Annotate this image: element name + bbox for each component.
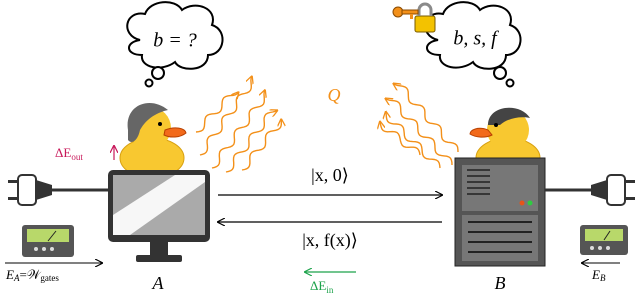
energy-out: ΔEout [55,145,83,162]
energy-alice: EA=𝒲gates [5,267,59,283]
energy-subscript: out [71,152,83,162]
heat-wave [196,92,238,132]
energy-subscript: in [326,285,334,295]
energy-subscript: B [600,273,606,283]
server [455,158,545,266]
diagram: b = ? b, s, f Q [0,0,643,301]
energy-symbol: E [591,267,600,282]
thought-text: b = ? [153,30,197,52]
equals: = [19,267,26,282]
heat-wave [226,110,277,172]
plug-bob [545,175,635,205]
heat-label: Q [328,85,341,105]
key-lock-icon [393,4,435,32]
duck-alice [120,103,186,178]
plug-alice [8,175,108,205]
energy-bob: EB [591,267,606,283]
party-label: B [495,273,506,293]
energy-symbol: ΔE [310,278,326,293]
thought-text: b, s, f [453,28,499,50]
energy-subscript: gates [40,273,59,283]
energy-in: ΔEin [310,278,334,295]
heat-wave [242,119,281,170]
energy-symbol: E [5,267,14,282]
heat-wave [380,122,420,155]
monitor [108,170,210,262]
meter-bob [580,225,628,255]
forward-message: |x, 0⟩ [311,165,349,185]
heat-wave [212,90,265,168]
backward-message: |x, f(x)⟩ [302,230,358,251]
party-label: A [152,273,165,293]
energy-symbol: ΔE [55,145,71,160]
meter-alice [22,225,74,257]
